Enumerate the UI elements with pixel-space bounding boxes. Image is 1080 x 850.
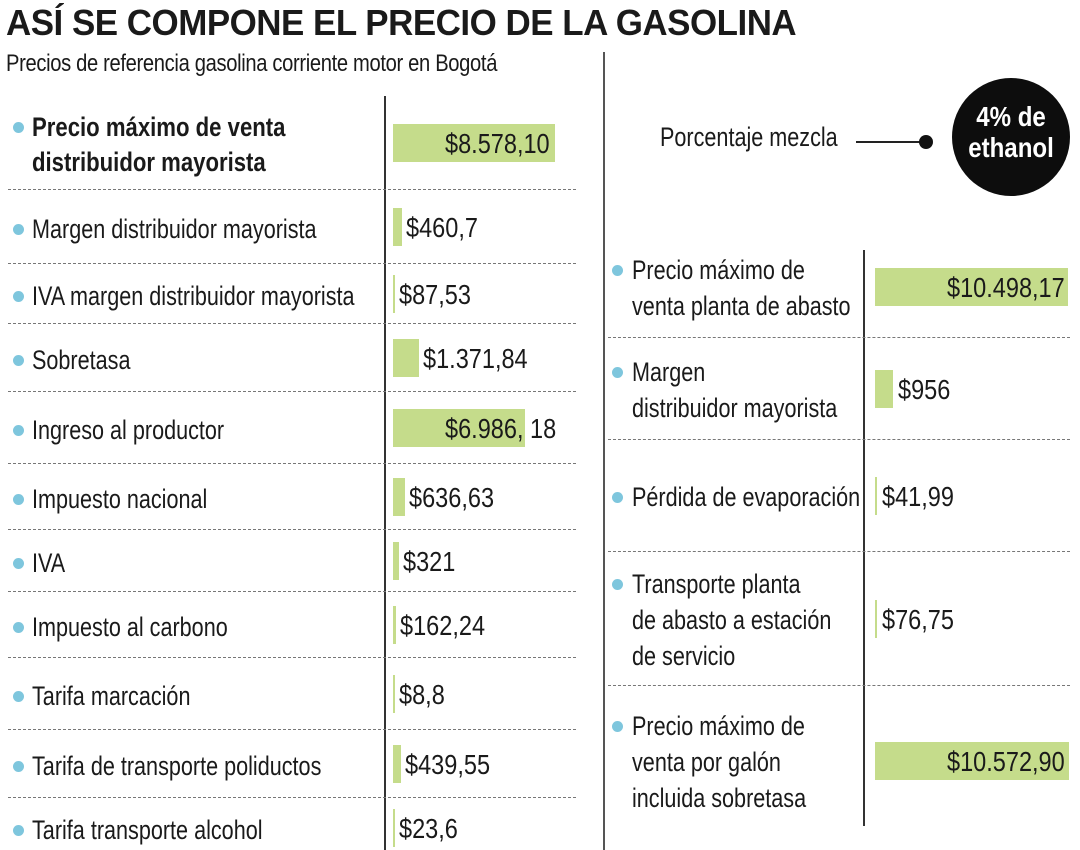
value-bar [393,339,419,377]
value-label: $10.572,90 [947,746,1065,777]
value-label: $76,75 [882,604,954,635]
chart-subtitle: Precios de referencia gasolina corriente… [6,50,498,77]
right-label: incluida sobretasa [632,783,807,813]
mezcla-connector-line [856,141,928,143]
right-label: venta por galón [632,747,781,777]
right-label: distribuidor mayorista [632,393,838,423]
bullet-dot [13,621,24,633]
panel-divider [603,52,605,850]
ethanol-badge-line: ethanol [968,132,1054,163]
value-bar [393,745,401,783]
value-bar [393,124,555,162]
value-bar [393,478,405,516]
ethanol-badge-line: 4% de [976,101,1046,132]
value-label: $1.371,84 [423,343,528,374]
left-row [8,264,576,324]
value-label: $321 [403,546,456,577]
value-label: $8.578,10 [445,128,550,159]
value-bar [393,275,395,313]
value-bar [875,600,877,638]
left-row [8,96,576,190]
right-row [608,440,1070,552]
bullet-dot [13,493,24,505]
right-label: Precio máximo de [632,255,805,285]
left-label: IVA [32,547,66,578]
value-label: $10.498,17 [947,272,1065,303]
bullet-dot [13,354,24,366]
bullet-dot [612,579,623,590]
right-row [608,236,1070,338]
left-label: Ingreso al productor [32,414,225,445]
right-row [608,552,1070,686]
left-label: Precio máximo de venta [32,112,286,142]
left-label: Margen distribuidor mayorista [32,213,317,244]
bullet-dot [13,223,24,235]
value-label: $23,6 [399,813,458,844]
value-bar [875,268,1068,306]
right-label: Precio máximo de [632,711,805,741]
value-label: $460,7 [406,212,478,243]
mezcla-label: Porcentaje mezcla [660,122,838,152]
value-bar [875,370,893,408]
bullet-dot [13,760,24,772]
bullet-dot [13,824,24,836]
right-row [608,338,1070,440]
right-label: Pérdida de evaporación [632,482,861,512]
bullet-dot [13,122,24,133]
bullet-dot [13,424,24,436]
left-label: Tarifa de transporte poliductos [32,750,322,781]
right-label: Margen [632,357,706,387]
left-label: distribuidor mayorista [32,147,266,177]
chart-title: ASÍ SE COMPONE EL PRECIO DE LA GASOLINA [6,2,797,43]
left-row [8,730,576,798]
value-bar [875,477,877,515]
bullet-dot [612,367,623,378]
value-label: $41,99 [882,481,954,512]
bullet-dot [13,690,24,702]
left-row [8,392,576,464]
value-bar [393,409,525,447]
left-label: Tarifa marcación [32,680,191,711]
value-label: $8,8 [399,679,445,710]
left-value-axis-line [384,96,386,850]
bullet-dot [612,721,623,732]
value-bar [393,542,399,580]
value-bar [393,809,395,847]
bullet-dot [13,290,24,302]
value-bar [393,208,402,246]
value-label: $87,53 [399,279,471,310]
right-value-axis-line [863,250,865,826]
value-label: $162,24 [400,610,486,641]
value-bar [875,742,1069,780]
bullet-dot [13,557,24,569]
right-label: Transporte planta [632,569,801,599]
mezcla-connector-dot [919,135,933,149]
bullet-dot [612,265,623,276]
right-label: de abasto a estación [632,605,832,635]
value-label: $636,63 [409,482,495,513]
bullet-dot [612,492,623,503]
left-label: Sobretasa [32,344,131,375]
left-label: Impuesto al carbono [32,611,228,642]
left-row [8,190,576,264]
value-label: $6.986, 18 [445,413,557,444]
value-bar [393,675,395,713]
value-label: $956 [898,374,951,405]
value-bar [393,606,396,644]
ethanol-badge: 4% de ethanol [952,78,1070,196]
right-label: de servicio [632,641,736,671]
value-label: $439,55 [405,749,491,780]
left-label: Tarifa transporte alcohol [32,814,263,845]
left-row [8,592,576,658]
left-row [8,530,576,592]
left-label: IVA margen distribuidor mayorista [32,280,355,311]
left-label: Impuesto nacional [32,483,208,514]
right-label: venta planta de abasto [632,291,851,321]
left-row [8,658,576,730]
left-row [8,324,576,392]
left-row [8,464,576,530]
